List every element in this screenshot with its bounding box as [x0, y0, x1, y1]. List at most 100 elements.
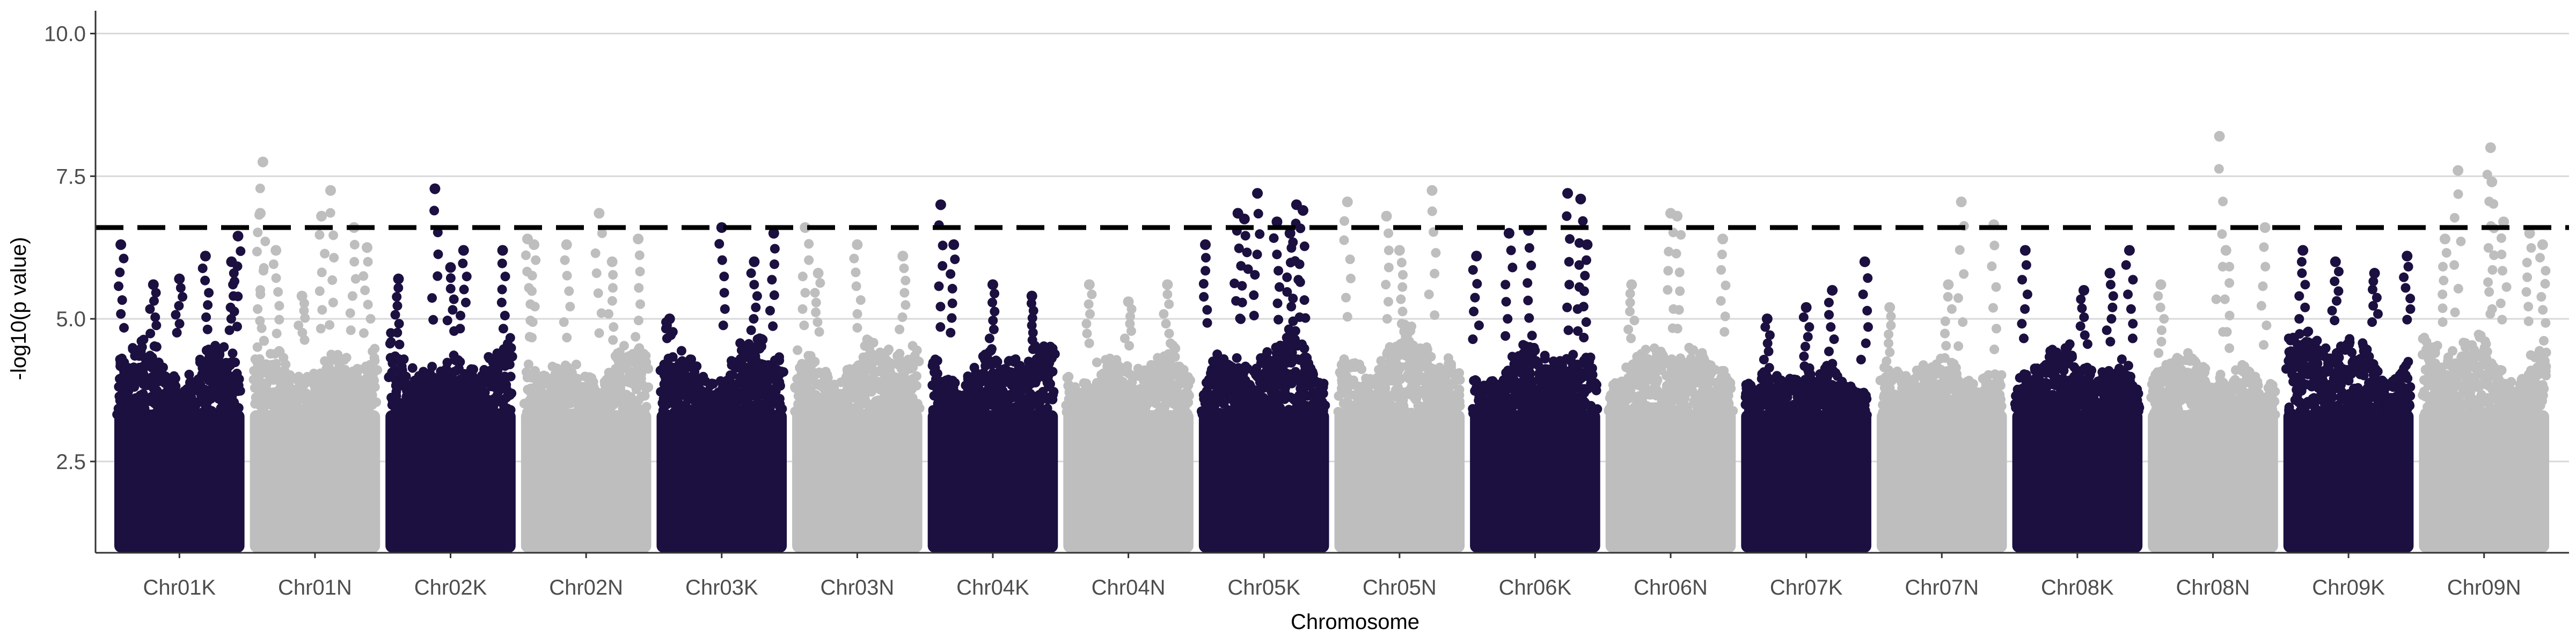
data-point — [1588, 409, 1598, 420]
data-point — [1299, 295, 1309, 305]
data-point — [433, 249, 443, 259]
data-point — [350, 274, 361, 284]
data-point — [233, 291, 243, 302]
data-point — [399, 354, 409, 364]
data-point — [1341, 292, 1351, 303]
data-point — [852, 323, 862, 333]
data-point — [751, 302, 761, 312]
data-point — [609, 322, 619, 332]
peak-point — [1200, 239, 1211, 250]
data-point — [1164, 299, 1174, 309]
data-point — [257, 323, 267, 333]
data-point — [136, 346, 146, 356]
data-point — [685, 354, 696, 364]
data-point — [442, 357, 452, 368]
data-point — [1340, 216, 1350, 226]
data-point — [129, 382, 140, 392]
data-point — [1397, 306, 1408, 317]
data-point — [1087, 289, 1097, 299]
series-Chr04K — [927, 199, 1060, 553]
data-point — [226, 314, 236, 324]
data-point — [1296, 223, 1306, 233]
data-point — [793, 345, 803, 355]
point-band — [1063, 410, 1194, 553]
data-point — [498, 324, 508, 334]
data-point — [1345, 273, 1356, 283]
data-point — [314, 286, 325, 296]
data-point — [1468, 265, 1478, 275]
data-point — [912, 399, 923, 409]
data-point — [1469, 306, 1479, 317]
peak-point — [255, 208, 266, 219]
data-point — [504, 360, 515, 370]
data-point — [1407, 321, 1417, 332]
data-point — [777, 367, 787, 377]
data-point — [281, 360, 291, 370]
data-point — [1527, 331, 1537, 341]
data-point — [616, 383, 626, 393]
data-point — [938, 261, 948, 271]
data-point — [811, 297, 821, 308]
data-point — [594, 328, 604, 338]
data-point — [1503, 314, 1513, 324]
data-point — [640, 408, 650, 418]
data-point — [1164, 328, 1174, 339]
peak-point — [749, 256, 760, 267]
data-point — [390, 310, 400, 320]
data-point — [714, 239, 724, 249]
data-point — [746, 325, 756, 335]
data-point — [459, 284, 469, 295]
data-point — [442, 316, 452, 326]
data-point — [202, 324, 213, 334]
data-point — [341, 353, 352, 363]
data-point — [596, 308, 606, 318]
peak-point — [458, 245, 469, 256]
data-point — [1237, 297, 1247, 308]
data-point — [1290, 326, 1300, 336]
peak-point — [529, 239, 540, 250]
data-point — [174, 301, 184, 311]
data-point — [1445, 359, 1455, 369]
data-point — [1643, 354, 1653, 364]
data-point — [950, 254, 960, 265]
data-point — [1253, 209, 1263, 219]
peak-point — [1162, 279, 1173, 290]
data-point — [232, 321, 242, 332]
data-point — [285, 370, 295, 380]
data-point — [328, 230, 339, 240]
data-point — [207, 406, 217, 416]
data-point — [1170, 352, 1180, 362]
data-point — [530, 302, 540, 312]
data-point — [815, 278, 825, 288]
data-point — [640, 391, 650, 401]
data-point — [1523, 278, 1533, 288]
data-point — [385, 339, 395, 349]
data-point — [984, 333, 994, 343]
data-point — [590, 248, 601, 258]
data-point — [1506, 245, 1516, 255]
data-point — [911, 380, 921, 391]
data-point — [1232, 353, 1242, 363]
data-point — [500, 272, 510, 282]
data-point — [324, 362, 334, 372]
data-point — [884, 344, 894, 354]
data-point — [990, 289, 1000, 299]
data-point — [1295, 277, 1305, 287]
data-point — [365, 314, 376, 324]
peak-point — [633, 233, 644, 245]
data-point — [370, 382, 380, 392]
data-point — [1299, 390, 1309, 400]
data-point — [823, 372, 833, 383]
data-point — [1048, 394, 1058, 405]
data-point — [363, 257, 373, 267]
data-point — [797, 272, 808, 282]
data-point — [1085, 309, 1095, 319]
peak-point — [497, 245, 508, 256]
data-point — [938, 240, 948, 251]
peak-point — [429, 183, 441, 194]
data-point — [433, 271, 443, 281]
data-point — [1161, 319, 1171, 329]
data-point — [347, 291, 357, 301]
data-point — [1354, 359, 1364, 369]
data-point — [268, 259, 279, 269]
